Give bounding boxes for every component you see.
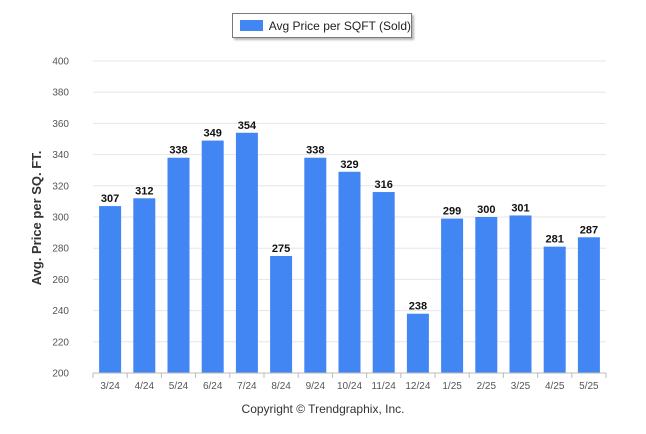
y-tick-label: 320 — [52, 181, 69, 192]
legend-swatch — [240, 20, 263, 31]
y-tick-label: 300 — [52, 213, 69, 224]
copyright-text: Copyright © Trendgraphix, Inc. — [241, 402, 405, 416]
axes: 200 220 240 260 280 300 320 340 360 380 400 3/24 4/2… — [52, 57, 607, 392]
y-tick-label: 220 — [52, 337, 69, 348]
bar — [406, 313, 429, 373]
x-tick-label: 4/24 — [135, 381, 155, 392]
bar — [167, 157, 190, 373]
bar-value-label: 349 — [204, 128, 222, 140]
bar — [201, 140, 224, 373]
y-axis-title: Avg. Price per SQ. FT. — [29, 151, 44, 286]
bar-value-label: 238 — [409, 301, 427, 313]
bars: 307 312 338 349 354 275 338 329 316 238 299 300 301 2… — [99, 120, 600, 373]
x-tick-label: 10/24 — [337, 381, 362, 392]
y-tick-label: 240 — [52, 306, 69, 317]
bar-value-label: 354 — [238, 120, 257, 132]
bar — [577, 237, 600, 373]
y-tick-label: 360 — [52, 119, 69, 130]
bar-value-label: 329 — [340, 159, 358, 171]
x-tick-label: 9/24 — [306, 381, 326, 392]
bar-value-label: 287 — [580, 224, 598, 236]
x-tick-label: 6/24 — [203, 381, 223, 392]
x-tick-label: 3/25 — [511, 381, 531, 392]
bar — [235, 132, 258, 373]
x-tick-label: 11/24 — [372, 381, 397, 392]
y-tick-label: 280 — [52, 244, 69, 255]
bar-value-label: 338 — [306, 145, 324, 157]
y-tick-label: 380 — [52, 88, 69, 99]
y-tick-label: 260 — [52, 275, 69, 286]
x-tick-label: 7/24 — [237, 381, 257, 392]
bar — [441, 218, 464, 373]
bar — [99, 206, 122, 373]
x-tick-label: 12/24 — [405, 381, 430, 392]
bar — [133, 198, 156, 373]
bar-value-label: 275 — [272, 243, 290, 255]
chart-legend: Avg Price per SQFT (Sold) — [232, 13, 412, 38]
x-tick-label: 2/25 — [477, 381, 497, 392]
bar-value-label: 300 — [477, 204, 495, 216]
bar — [304, 157, 327, 373]
bar — [543, 246, 566, 373]
bar-value-label: 281 — [546, 234, 564, 246]
x-tick-label: 1/25 — [442, 381, 462, 392]
bar — [270, 256, 293, 373]
bar — [372, 192, 395, 373]
legend-label: Avg Price per SQFT (Sold) — [268, 18, 411, 33]
x-tick-label: 4/25 — [545, 381, 565, 392]
y-tick-label: 400 — [52, 57, 69, 68]
x-tick-label: 3/24 — [100, 381, 120, 392]
y-tick-label: 340 — [52, 150, 69, 161]
bar-value-label: 312 — [135, 185, 153, 197]
bar-value-label: 316 — [375, 179, 393, 191]
bar-value-label: 301 — [511, 202, 529, 214]
x-tick-label: 8/24 — [271, 381, 291, 392]
x-tick-label: 5/25 — [579, 381, 599, 392]
bar-value-label: 338 — [169, 145, 187, 157]
bar — [509, 215, 532, 373]
x-tick-label: 5/24 — [169, 381, 189, 392]
bar — [475, 217, 498, 373]
bar-value-label: 299 — [443, 206, 461, 218]
y-tick-label: 200 — [52, 369, 69, 380]
bar-value-label: 307 — [101, 193, 119, 205]
bar — [338, 171, 361, 373]
